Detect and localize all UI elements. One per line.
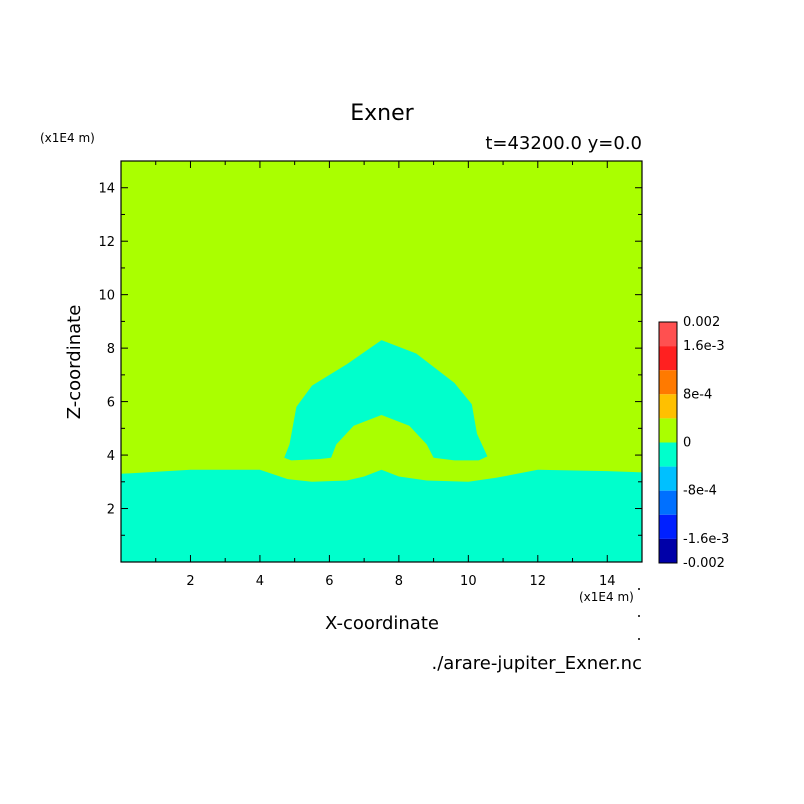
colorbar-frame — [658, 321, 678, 564]
colorbar-tick-label: -1.6e-3 — [683, 532, 729, 547]
colorbar-cells — [659, 322, 677, 563]
lower-layer-region — [121, 469, 642, 562]
x-tick-label: 8 — [395, 574, 403, 589]
source-filename: ./arare-jupiter_Exner.nc — [432, 653, 642, 674]
colorbar-cell — [659, 370, 677, 395]
colorbar-tick-label: -8e-4 — [683, 484, 717, 499]
arch-region — [284, 340, 488, 461]
contour-regions — [121, 340, 642, 562]
x-axis-label: X-coordinate — [325, 613, 439, 634]
colorbar-cell — [659, 394, 677, 419]
colorbar-cell — [659, 514, 677, 539]
colorbar-cell — [659, 466, 677, 491]
colorbar-labels: 0.002 1.6e-3 8e-4 0 -8e-4 -1.6e-3 -0.002 — [683, 315, 729, 571]
colorbar-cell — [659, 490, 677, 515]
y-tick-label: 6 — [107, 396, 115, 411]
marker-dot — [638, 588, 640, 590]
y-tick-label: 12 — [98, 235, 115, 250]
y-tick-label: 14 — [98, 182, 115, 197]
colorbar: 0.002 1.6e-3 8e-4 0 -8e-4 -1.6e-3 -0.002 — [658, 315, 729, 571]
x-tick-label: 10 — [460, 574, 477, 589]
colorbar-tick-label: 8e-4 — [683, 387, 712, 402]
colorbar-cell — [659, 538, 677, 563]
x-axis-ticks: 2 4 6 8 10 12 14 — [155, 161, 616, 589]
x-tick-label: 2 — [186, 574, 194, 589]
y-tick-label: 10 — [98, 289, 115, 304]
y-axis-label: Z-coordinate — [64, 305, 85, 420]
y-unit-label: (x1E4 m) — [40, 131, 95, 145]
colorbar-tick-label: 0.002 — [683, 315, 720, 330]
x-tick-label: 14 — [599, 574, 616, 589]
y-tick-label: 4 — [107, 449, 115, 464]
colorbar-cell — [659, 322, 677, 347]
x-tick-label: 4 — [256, 574, 264, 589]
colorbar-cell — [659, 346, 677, 371]
marker-dot — [638, 638, 640, 640]
colorbar-tick-label: 0 — [683, 436, 691, 451]
plot-area — [120, 160, 643, 563]
chart-title: Exner — [350, 101, 414, 126]
x-unit-label: (x1E4 m) — [579, 590, 634, 604]
marker-dot — [638, 615, 640, 617]
colorbar-cell — [659, 418, 677, 443]
x-tick-label: 6 — [325, 574, 333, 589]
y-axis-ticks: 2 4 6 8 10 12 14 — [98, 182, 642, 536]
plot-frame — [120, 160, 643, 563]
y-tick-label: 2 — [107, 503, 115, 518]
x-tick-label: 12 — [530, 574, 547, 589]
small-markers — [638, 588, 640, 640]
chart-subtitle: t=43200.0 y=0.0 — [485, 133, 642, 154]
colorbar-tick-label: -0.002 — [683, 556, 725, 571]
y-tick-label: 8 — [107, 342, 115, 357]
colorbar-cell — [659, 442, 677, 467]
colorbar-tick-label: 1.6e-3 — [683, 339, 725, 354]
